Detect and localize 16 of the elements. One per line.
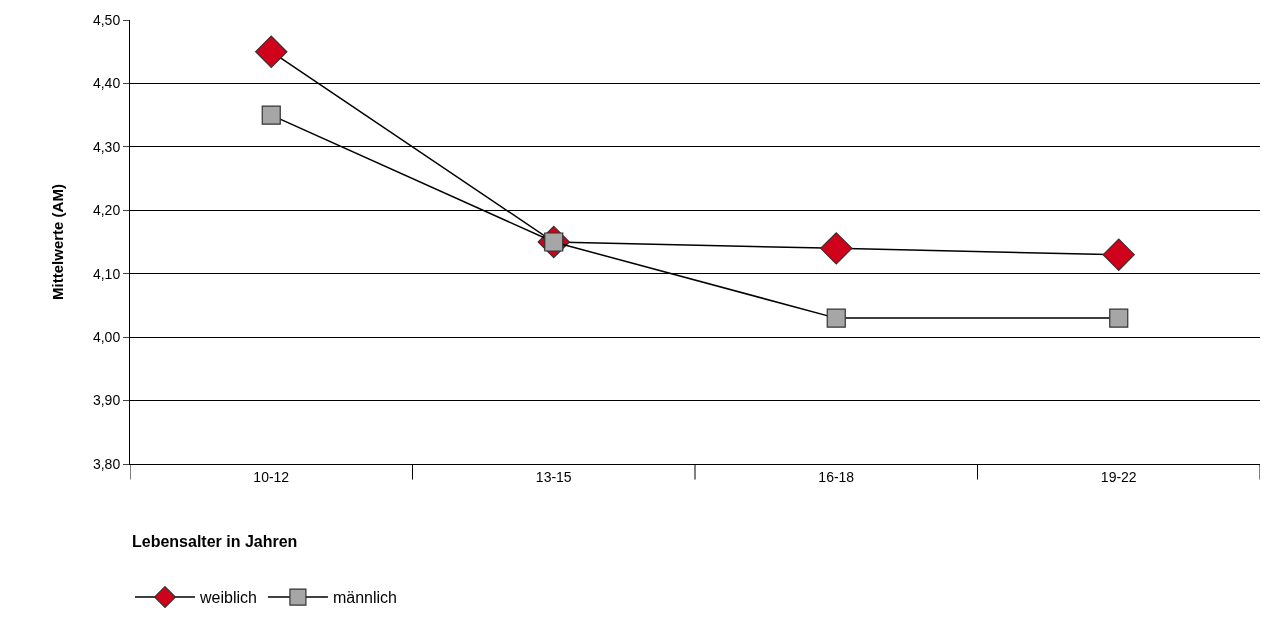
y-tick-label: 4,30 bbox=[92, 138, 121, 155]
x-tick-label: 16-18 bbox=[818, 468, 855, 485]
x-tick-label: 10-12 bbox=[253, 468, 290, 485]
legend-label: männlich bbox=[332, 589, 397, 607]
y-tick-label: 4,50 bbox=[92, 11, 121, 28]
legend-label: weiblich bbox=[199, 589, 257, 607]
x-tick-label: 19-22 bbox=[1100, 468, 1137, 485]
y-tick-label: 4,40 bbox=[92, 75, 121, 92]
y-tick-label: 3,90 bbox=[92, 392, 121, 409]
y-tick-label: 4,10 bbox=[92, 265, 121, 282]
x-axis-title: Lebensalter in Jahren bbox=[132, 533, 298, 550]
x-tick-label: 13-15 bbox=[535, 468, 572, 485]
y-tick-label: 4,00 bbox=[92, 329, 121, 346]
y-axis-title: Mittelwerte (AM) bbox=[49, 184, 67, 300]
y-tick-label: 3,80 bbox=[92, 455, 121, 472]
y-tick-label: 4,20 bbox=[92, 202, 121, 219]
